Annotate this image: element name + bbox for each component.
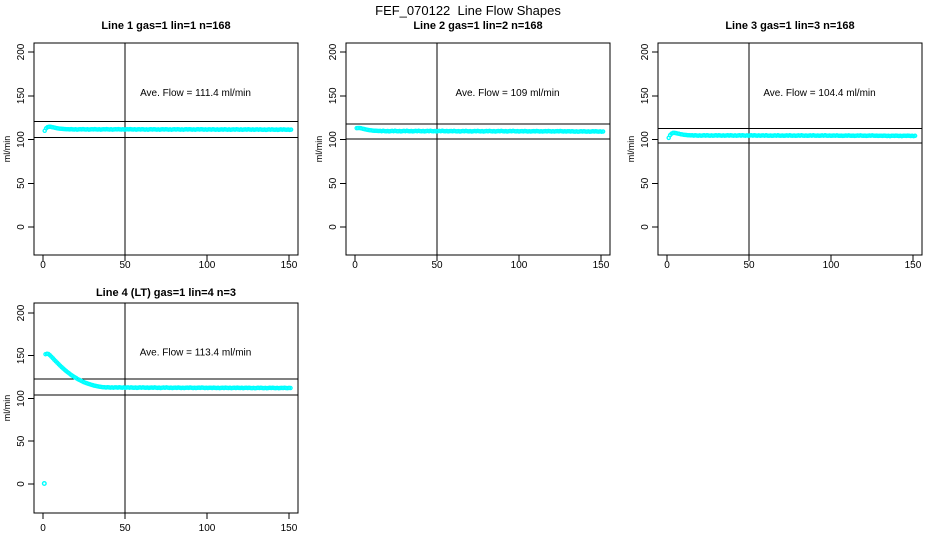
ave-flow-annotation: Ave. Flow = 113.4 ml/min [140, 348, 252, 359]
y-tick-label: 100 [16, 131, 27, 148]
ave-flow-annotation: Ave. Flow = 104.4 ml/min [763, 88, 875, 99]
y-tick-label: 0 [16, 224, 27, 230]
y-tick-label: 50 [16, 177, 27, 189]
data-point [288, 385, 293, 391]
y-tick-label: 50 [640, 177, 651, 189]
panel-title: Line 1 gas=1 lin=1 n=168 [101, 20, 230, 32]
data-point [912, 133, 918, 139]
y-tick-label: 0 [328, 224, 339, 230]
y-tick-label: 0 [16, 481, 27, 487]
y-tick-label: 200 [16, 304, 27, 321]
chart-panel-line-4: Line 4 (LT) gas=1 lin=4 n=3 0 50 100 150 0 50 1… [0, 270, 312, 540]
x-tick-label: 100 [823, 260, 840, 270]
x-tick-label: 0 [40, 523, 46, 534]
panel-svg: Line 2 gas=1 lin=2 n=168 0 50 100 150 0 50 100 1… [314, 20, 611, 271]
figure-title: FEF_070122 Line Flow Shapes [375, 3, 561, 18]
y-tick-label: 150 [328, 87, 339, 104]
x-tick-label: 100 [199, 523, 216, 534]
panel-svg: Line 4 (LT) gas=1 lin=4 n=3 0 50 100 150 0 50 1… [2, 287, 299, 534]
x-tick-label: 150 [281, 523, 298, 534]
y-tick-label: 100 [16, 390, 27, 407]
y-tick-label: 50 [16, 435, 27, 447]
y-tick-label: 50 [328, 177, 339, 189]
x-tick-label: 50 [119, 523, 131, 534]
data-point [288, 127, 294, 132]
chart-panel-line-3: Line 3 gas=1 lin=3 n=168 0 50 100 150 0 50 100 1… [624, 0, 936, 271]
x-tick-label: 50 [431, 260, 443, 270]
y-tick-label: 200 [640, 43, 651, 60]
x-tick-label: 50 [743, 260, 755, 270]
flow-series-points [42, 124, 294, 134]
y-axis-label: ml/min [314, 136, 324, 163]
panel-title: Line 2 gas=1 lin=2 n=168 [413, 20, 542, 32]
chart-panel-line-2: Line 2 gas=1 lin=2 n=168 0 50 100 150 0 50 100 1… [312, 0, 624, 271]
flow-series-points [666, 130, 918, 141]
x-tick-label: 150 [593, 260, 610, 270]
y-tick-label: 150 [16, 87, 27, 104]
panel-svg: Line 3 gas=1 lin=3 n=168 0 50 100 150 0 50 100 1… [626, 20, 923, 271]
x-tick-label: 100 [199, 260, 216, 270]
ave-flow-annotation: Ave. Flow = 111.4 ml/min [140, 88, 251, 99]
x-tick-label: 100 [511, 260, 528, 270]
panel-title: Line 4 (LT) gas=1 lin=4 n=3 [96, 287, 236, 299]
x-tick-label: 150 [905, 260, 922, 270]
panel-title: Line 3 gas=1 lin=3 n=168 [725, 20, 854, 32]
flow-series-points [354, 125, 606, 134]
chart-panel-line-1: Line 1 gas=1 lin=1 n=168 0 50 100 150 0 50 100 1… [0, 0, 312, 271]
flow-series-points [41, 351, 293, 486]
y-tick-label: 200 [328, 43, 339, 60]
x-tick-label: 0 [664, 260, 670, 270]
y-tick-label: 150 [640, 87, 651, 104]
plot-border [33, 42, 299, 256]
y-tick-label: 100 [328, 131, 339, 148]
panel-svg: Line 1 gas=1 lin=1 n=168 0 50 100 150 0 50 100 1… [2, 20, 299, 271]
plot-border [657, 42, 923, 256]
y-axis-label: ml/min [2, 136, 12, 163]
ave-flow-annotation: Ave. Flow = 109 ml/min [455, 88, 559, 99]
x-tick-label: 150 [281, 260, 298, 270]
outlier-point [41, 480, 47, 486]
x-tick-label: 0 [352, 260, 358, 270]
y-axis-label: ml/min [2, 395, 12, 422]
x-tick-label: 0 [40, 260, 46, 270]
data-point [600, 129, 606, 134]
y-tick-label: 100 [640, 131, 651, 148]
y-tick-label: 200 [16, 43, 27, 60]
x-tick-label: 50 [119, 260, 131, 270]
y-tick-label: 150 [16, 347, 27, 364]
plot-border [345, 42, 611, 256]
y-tick-label: 0 [640, 224, 651, 230]
y-axis-label: ml/min [626, 136, 636, 163]
plot-border [33, 302, 299, 514]
